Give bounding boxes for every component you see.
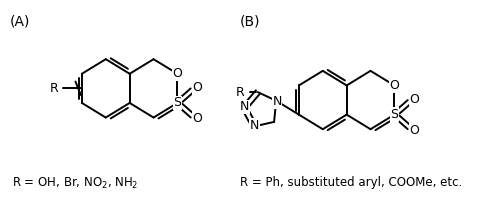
Text: N: N [272,95,282,108]
Text: O: O [410,124,420,137]
Text: R: R [50,82,58,95]
Text: N: N [240,100,249,114]
Text: R = Ph, substituted aryl, COOMe, etc.: R = Ph, substituted aryl, COOMe, etc. [240,176,462,189]
Text: R: R [236,86,244,99]
Text: S: S [390,108,398,121]
Text: O: O [410,93,420,106]
Text: N: N [250,119,259,132]
Text: (A): (A) [10,15,30,28]
Text: O: O [390,79,400,92]
Text: O: O [192,112,202,125]
Text: O: O [172,67,182,80]
Text: (B): (B) [240,15,260,28]
Text: S: S [174,96,182,109]
Text: O: O [192,81,202,94]
Text: R = OH, Br, NO$_2$, NH$_2$: R = OH, Br, NO$_2$, NH$_2$ [12,176,138,191]
